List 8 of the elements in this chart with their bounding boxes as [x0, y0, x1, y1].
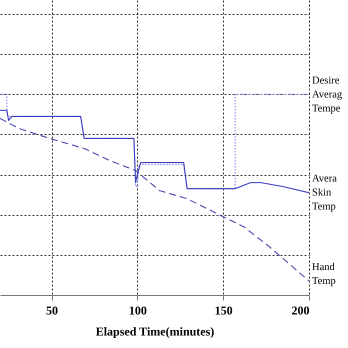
series-label: Avera Skin Temp — [312, 174, 338, 213]
x-tick-label: 150 — [214, 304, 233, 318]
series-label: Hand Temp — [312, 262, 336, 287]
series-label: Desire Averag Tempe — [312, 75, 343, 114]
x-tick-label: 200 — [292, 304, 310, 318]
x-tick-label: 50 — [46, 304, 58, 318]
x-axis-title: Elapsed Time(minutes) — [96, 324, 214, 338]
x-tick-label: 100 — [128, 304, 147, 318]
